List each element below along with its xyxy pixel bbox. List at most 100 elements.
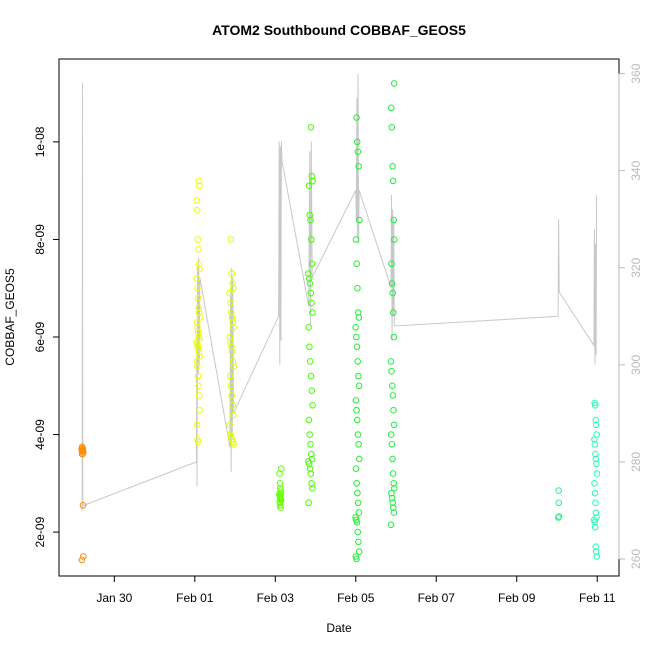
y2-axis: 260 280 300 320 340 360 — [618, 63, 643, 569]
data-point — [352, 324, 359, 331]
data-point — [591, 489, 599, 497]
data-point — [78, 556, 86, 564]
data-point — [388, 441, 396, 448]
data-point — [353, 260, 361, 268]
data-point — [308, 172, 316, 180]
data-point — [593, 470, 601, 477]
data-point — [306, 465, 314, 473]
data-point — [592, 455, 600, 463]
data-point — [555, 487, 563, 494]
data-point — [307, 289, 315, 297]
data-point — [277, 504, 284, 512]
data-point — [591, 441, 599, 448]
data-point — [195, 392, 203, 399]
data-point — [390, 480, 398, 487]
data-point — [230, 363, 238, 370]
y2-tick-label: 260 — [629, 549, 643, 569]
data-point — [307, 124, 315, 131]
data-point — [307, 441, 314, 448]
data-point — [229, 280, 236, 287]
data-point — [387, 358, 395, 365]
y2-tick-label: 280 — [629, 452, 643, 472]
data-point — [388, 367, 395, 375]
data-point — [355, 509, 363, 516]
data-point — [195, 309, 203, 316]
data-point — [309, 309, 316, 316]
y2-tick-label: 360 — [629, 63, 643, 83]
data-point — [555, 514, 562, 521]
x-tick-label: Feb 11 — [579, 591, 616, 605]
data-point — [80, 553, 87, 560]
data-point — [389, 499, 397, 507]
data-point — [193, 319, 201, 326]
data-point — [389, 392, 397, 399]
data-point — [555, 513, 563, 520]
data-point — [195, 177, 203, 185]
data-point — [308, 299, 315, 307]
data-point — [352, 236, 360, 243]
data-point — [228, 392, 235, 399]
data-point — [308, 260, 316, 268]
data-point — [306, 343, 313, 351]
data-point — [308, 450, 315, 458]
data-point — [390, 509, 398, 516]
data-point — [391, 484, 398, 492]
data-point — [354, 148, 362, 155]
data-point — [79, 502, 87, 509]
data-point — [194, 363, 201, 370]
data-point — [193, 275, 201, 282]
data-point — [306, 431, 314, 438]
data-point — [227, 338, 234, 346]
data-point — [276, 499, 284, 507]
x-tick-label: Feb 09 — [498, 591, 536, 605]
data-point — [195, 382, 202, 390]
data-point — [389, 455, 396, 463]
y-axis-label: COBBAF_GEOS5 — [3, 268, 17, 366]
data-point — [226, 333, 234, 341]
data-point — [591, 436, 598, 443]
data-point — [227, 309, 235, 316]
data-point — [194, 324, 201, 331]
data-point — [227, 299, 234, 307]
data-point — [230, 441, 237, 448]
data-point — [390, 216, 398, 224]
data-point — [390, 80, 398, 87]
data-point — [193, 197, 200, 204]
data-point — [354, 431, 362, 438]
data-point — [307, 372, 315, 380]
data-point — [592, 509, 600, 516]
x-tick-label: Feb 05 — [337, 591, 375, 605]
x-tick-label: Feb 03 — [257, 591, 295, 605]
data-point — [353, 343, 361, 351]
data-point — [352, 397, 360, 404]
data-point — [390, 421, 398, 429]
data-point — [390, 309, 397, 316]
data-point — [194, 328, 202, 336]
y-tick-label: 1e-08 — [33, 126, 47, 157]
data-point — [354, 284, 361, 292]
x-tick-label: Feb 01 — [176, 591, 214, 605]
data-point — [389, 177, 397, 185]
data-point — [79, 450, 86, 458]
data-point — [228, 270, 235, 277]
data-point — [592, 421, 600, 429]
data-point — [355, 163, 362, 170]
data-point — [276, 502, 284, 509]
data-point — [353, 406, 360, 414]
y-tick-label: 8e-09 — [33, 224, 47, 255]
data-point — [307, 216, 314, 224]
data-point — [194, 372, 202, 380]
data-point — [305, 416, 313, 424]
data-point — [390, 504, 397, 512]
points-layer — [78, 80, 601, 564]
data-point — [193, 421, 201, 429]
data-point — [388, 489, 395, 497]
data-point — [305, 182, 313, 190]
data-point — [230, 324, 237, 331]
data-point — [226, 289, 233, 297]
data-point — [388, 494, 396, 502]
data-point — [355, 382, 363, 390]
data-point — [309, 177, 316, 185]
data-point — [194, 284, 201, 292]
data-point — [388, 280, 396, 287]
